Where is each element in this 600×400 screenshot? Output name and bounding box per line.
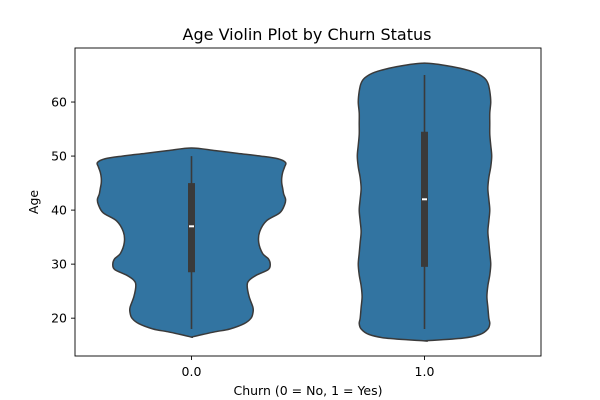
x-axis-label: Churn (0 = No, 1 = Yes) bbox=[233, 383, 382, 398]
y-tick-label: 40 bbox=[51, 203, 67, 218]
x-tick-label: 1.0 bbox=[415, 364, 435, 379]
violin-group-1.0 bbox=[356, 62, 493, 342]
chart-title: Age Violin Plot by Churn Status bbox=[183, 25, 432, 44]
y-axis: 20 30 40 50 60 bbox=[51, 95, 75, 326]
x-axis: 0.0 1.0 bbox=[182, 356, 435, 379]
y-axis-label: Age bbox=[26, 190, 41, 214]
y-tick-label: 30 bbox=[51, 257, 67, 272]
violin-iqr-box-0.0 bbox=[188, 183, 195, 273]
x-tick-label: 0.0 bbox=[182, 364, 202, 379]
y-tick-label: 20 bbox=[51, 311, 67, 326]
y-tick-label: 60 bbox=[51, 95, 67, 110]
y-tick-label: 50 bbox=[51, 149, 67, 164]
violin-group-0.0 bbox=[96, 147, 287, 339]
violins-layer bbox=[96, 62, 493, 342]
plot-area-frame bbox=[74, 47, 542, 357]
